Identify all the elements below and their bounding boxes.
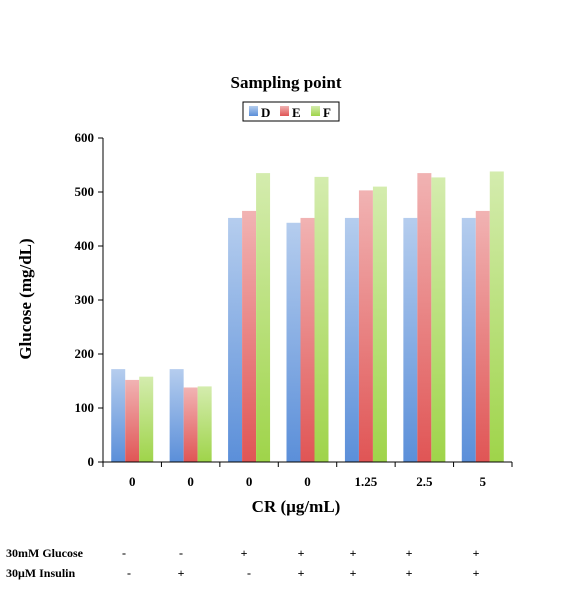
bar-D-3: [228, 217, 243, 462]
y-tick-label: 300: [75, 292, 95, 307]
condition-sign: +: [350, 546, 357, 560]
y-axis: 0 100 200 300 400 500 600: [75, 130, 104, 469]
x-axis-title: CR (µg/mL): [252, 497, 341, 516]
x-tick-label: 0: [187, 474, 194, 489]
condition-sign: +: [473, 546, 480, 560]
bar-D-6: [403, 217, 418, 462]
bar-F-3: [256, 173, 271, 462]
bar-D-1: [111, 369, 126, 462]
y-tick-label: 500: [75, 184, 95, 199]
bar-D-2: [169, 369, 184, 462]
legend-label-E: E: [292, 105, 301, 120]
y-tick-label: 100: [75, 400, 95, 415]
y-tick-label: 0: [88, 454, 95, 469]
legend-swatch-D: [249, 106, 258, 116]
condition-sign: +: [178, 566, 185, 580]
bar-D-4: [286, 222, 301, 462]
legend-swatch-E: [280, 106, 289, 116]
bar-F-2: [197, 386, 212, 462]
x-axis: 0 0 0 0 1.25 2.5 5: [102, 461, 513, 489]
bar-E-3: [242, 210, 257, 462]
legend-label-D: D: [261, 105, 270, 120]
condition-label: 30mM Glucose: [6, 546, 84, 560]
bars: [111, 171, 504, 463]
condition-sign: +: [406, 546, 413, 560]
bar-E-7: [475, 210, 490, 462]
condition-sign: +: [298, 546, 305, 560]
x-tick-label: 5: [480, 474, 487, 489]
condition-sign: -: [179, 546, 183, 560]
y-tick-label: 400: [75, 238, 95, 253]
condition-sign: -: [247, 566, 251, 580]
bar-D-5: [344, 217, 359, 462]
y-tick-label: 200: [75, 346, 95, 361]
bar-F-6: [431, 177, 446, 463]
legend: D E F: [242, 101, 340, 122]
x-tick-label: 1.25: [355, 474, 378, 489]
bar-E-1: [125, 379, 140, 462]
condition-sign: +: [473, 566, 480, 580]
condition-sign: -: [127, 566, 131, 580]
bar-F-1: [139, 376, 154, 462]
y-axis-title: Glucose (mg/dL): [16, 238, 35, 359]
chart-title: Sampling point: [230, 73, 341, 92]
condition-label: 30μM Insulin: [6, 566, 75, 580]
bar-F-5: [372, 186, 387, 462]
bar-F-7: [489, 171, 504, 463]
x-tick-label: 0: [129, 474, 136, 489]
bar-E-5: [358, 190, 373, 462]
bar-E-4: [300, 217, 315, 462]
bar-D-7: [461, 217, 476, 462]
condition-sign: -: [122, 546, 126, 560]
x-tick-label: 0: [304, 474, 311, 489]
legend-label-F: F: [323, 105, 331, 120]
condition-sign: +: [241, 546, 248, 560]
legend-swatch-F: [311, 106, 320, 116]
bar-F-4: [314, 176, 329, 462]
condition-table: 30mM Glucose - - + + + + +30μM Insulin - + - + + + +: [6, 546, 480, 580]
x-tick-label: 2.5: [416, 474, 433, 489]
bar-E-6: [417, 173, 432, 462]
y-tick-label: 600: [75, 130, 95, 145]
condition-sign: +: [350, 566, 357, 580]
bar-E-2: [183, 387, 198, 462]
x-tick-label: 0: [246, 474, 253, 489]
condition-sign: +: [406, 566, 413, 580]
condition-sign: +: [298, 566, 305, 580]
